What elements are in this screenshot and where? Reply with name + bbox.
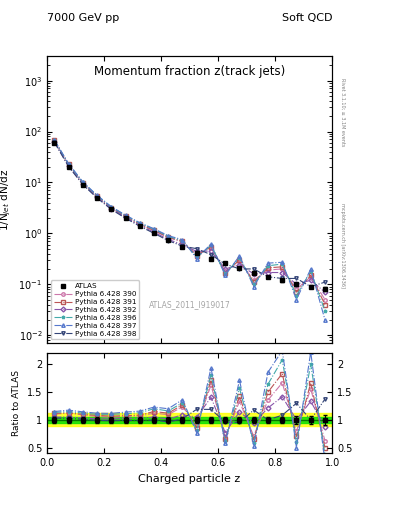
Text: Soft QCD: Soft QCD (282, 13, 332, 23)
Text: 7000 GeV pp: 7000 GeV pp (47, 13, 119, 23)
Text: mcplots.cern.ch [arXiv:1306.3436]: mcplots.cern.ch [arXiv:1306.3436] (340, 203, 345, 288)
X-axis label: Charged particle z: Charged particle z (138, 474, 241, 483)
Y-axis label: 1/N$_{jet}$ dN/dz: 1/N$_{jet}$ dN/dz (0, 168, 13, 231)
Y-axis label: Ratio to ATLAS: Ratio to ATLAS (12, 370, 21, 436)
Text: Momentum fraction z(track jets): Momentum fraction z(track jets) (94, 65, 285, 78)
Text: Rivet 3.1.10; ≥ 3.1M events: Rivet 3.1.10; ≥ 3.1M events (340, 78, 345, 147)
Legend: ATLAS, Pythia 6.428 390, Pythia 6.428 391, Pythia 6.428 392, Pythia 6.428 396, P: ATLAS, Pythia 6.428 390, Pythia 6.428 39… (51, 281, 139, 339)
Text: ATLAS_2011_I919017: ATLAS_2011_I919017 (149, 300, 231, 309)
